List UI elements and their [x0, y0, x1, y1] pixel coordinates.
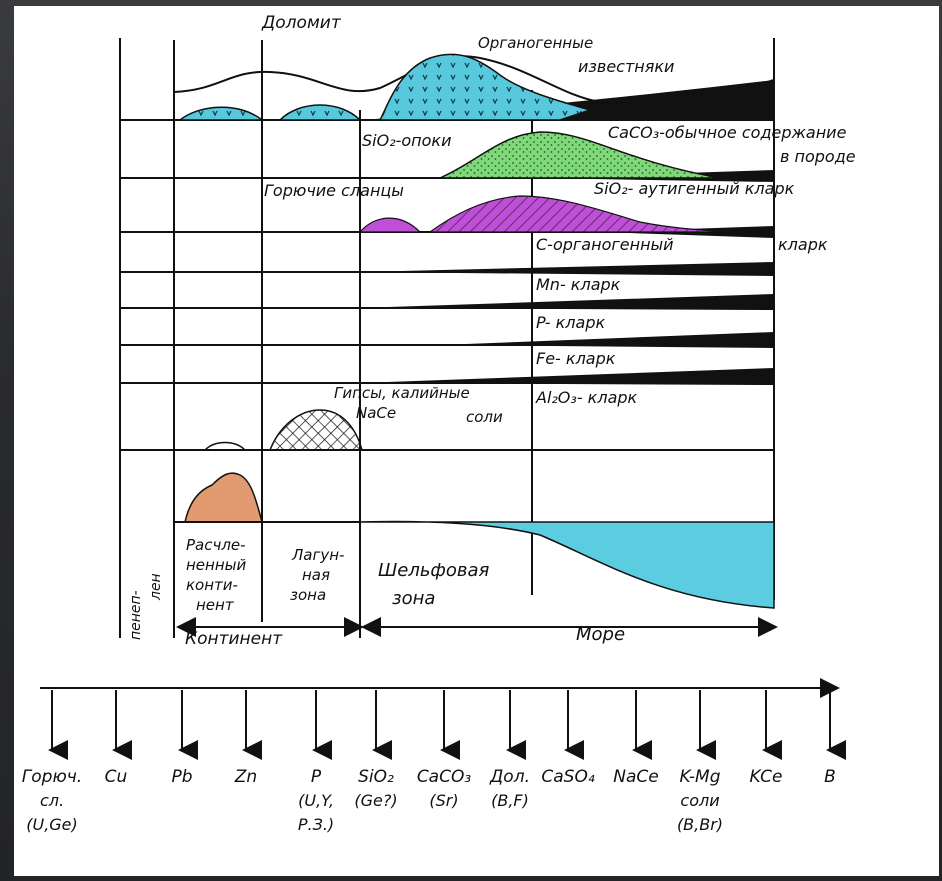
sequence-label: (B,F) — [491, 791, 529, 810]
sequence-arrows — [48, 690, 846, 760]
zone-labels: пенеп- лен Расчле- ненный конти- нент Ла… — [128, 536, 625, 649]
organogen-limestone — [378, 53, 593, 121]
sequence-label: (U,Ge) — [26, 815, 78, 834]
label-fe: Fe- кларк — [536, 349, 616, 368]
sequence-label: K-Mg — [679, 767, 720, 787]
sequence-label: (Sr) — [429, 791, 458, 810]
label-soli: соли — [466, 408, 503, 426]
zone-lagun-3: зона — [290, 586, 326, 604]
zone-raschl-2: ненный — [186, 556, 246, 574]
sequence-label: CaSO₄ — [541, 767, 594, 787]
sequence-label: Zn — [234, 767, 257, 787]
wedge-caco3 — [360, 80, 774, 120]
element-labels: Доломит Органогенные известняки SiO₂-опо… — [261, 13, 856, 426]
label-c-klark: кларк — [778, 235, 828, 254]
dolomite-bumps — [177, 106, 265, 121]
gypsum-salts — [268, 409, 363, 451]
label-caco3-1: CaCO₃-обычное содержание — [608, 123, 847, 142]
label-organogen-1: Органогенные — [478, 34, 593, 52]
label-al: Al₂O₃- кларк — [535, 388, 638, 407]
wedge-al — [360, 368, 774, 385]
sequence-label: Pb — [171, 767, 192, 787]
zone-shelf-2: зона — [392, 588, 435, 609]
zone-raschl-4: нент — [196, 596, 235, 614]
sequence-label: (Ge?) — [354, 791, 397, 810]
label-sio2-autigen: SiO₂- аутигенный кларк — [594, 179, 795, 198]
label-gipsy: Гипсы, калийные — [334, 384, 470, 402]
sequence-label: сл. — [40, 791, 64, 810]
label-goryuchie: Горючие сланцы — [264, 181, 404, 200]
sequence-label: (U,Y, — [298, 791, 334, 810]
label-organogen-2: известняки — [578, 57, 674, 76]
continent-relief — [184, 472, 263, 523]
sequence-label: KCe — [749, 767, 782, 787]
sequence-label: соли — [680, 791, 719, 810]
sequence-label: B — [824, 767, 836, 787]
wedge-fe — [440, 332, 774, 348]
sequence-labels: Горюч. сл. (U,Ge) Cu Pb Zn P (U,Y, Р.З.) SiO₂ (Ge?… — [22, 767, 836, 834]
label-sio2-opoki: SiO₂-опоки — [362, 131, 451, 150]
paper — [14, 6, 939, 876]
zone-peneplain-1: пенеп- — [128, 590, 144, 640]
sequence-label: SiO₂ — [358, 767, 394, 787]
sequence-label: P — [311, 767, 322, 787]
label-c-organogen: С-органогенный — [536, 235, 674, 254]
label-caco3-2: в породе — [780, 147, 856, 166]
sequence-label: CaCO₃ — [417, 767, 472, 787]
sea-water — [359, 520, 775, 609]
sequence-label: (B,Br) — [677, 815, 723, 834]
sequence-label: Горюч. — [22, 767, 82, 787]
limestone-curves — [173, 53, 775, 121]
sequence-label: Дол. — [489, 767, 530, 787]
label-p: P- кларк — [536, 313, 605, 332]
wedge-p — [360, 294, 774, 310]
zone-raschl-3: конти- — [186, 576, 238, 594]
sio2-opoka — [439, 131, 721, 179]
wedge-mn — [360, 262, 774, 276]
label-dolomit: Доломит — [261, 13, 342, 33]
zone-lagun-1: Лагун- — [291, 546, 344, 564]
sequence-label: Р.З.) — [298, 815, 334, 834]
sequence-label: NaCe — [613, 767, 658, 787]
zone-lagun-2: ная — [302, 566, 330, 584]
zone-peneplain-2: лен — [148, 573, 164, 601]
label-nacl: NaCe — [356, 404, 396, 422]
zone-shelf-1: Шельфовая — [378, 560, 489, 581]
zone-more: Море — [576, 624, 625, 645]
zone-continent: Континент — [185, 629, 283, 649]
zone-raschl-1: Расчле- — [186, 536, 246, 554]
zone-dividers — [119, 38, 775, 638]
label-mn: Mn- кларк — [536, 275, 621, 294]
sequence-label: Cu — [105, 767, 128, 787]
oil-shale — [358, 195, 761, 233]
